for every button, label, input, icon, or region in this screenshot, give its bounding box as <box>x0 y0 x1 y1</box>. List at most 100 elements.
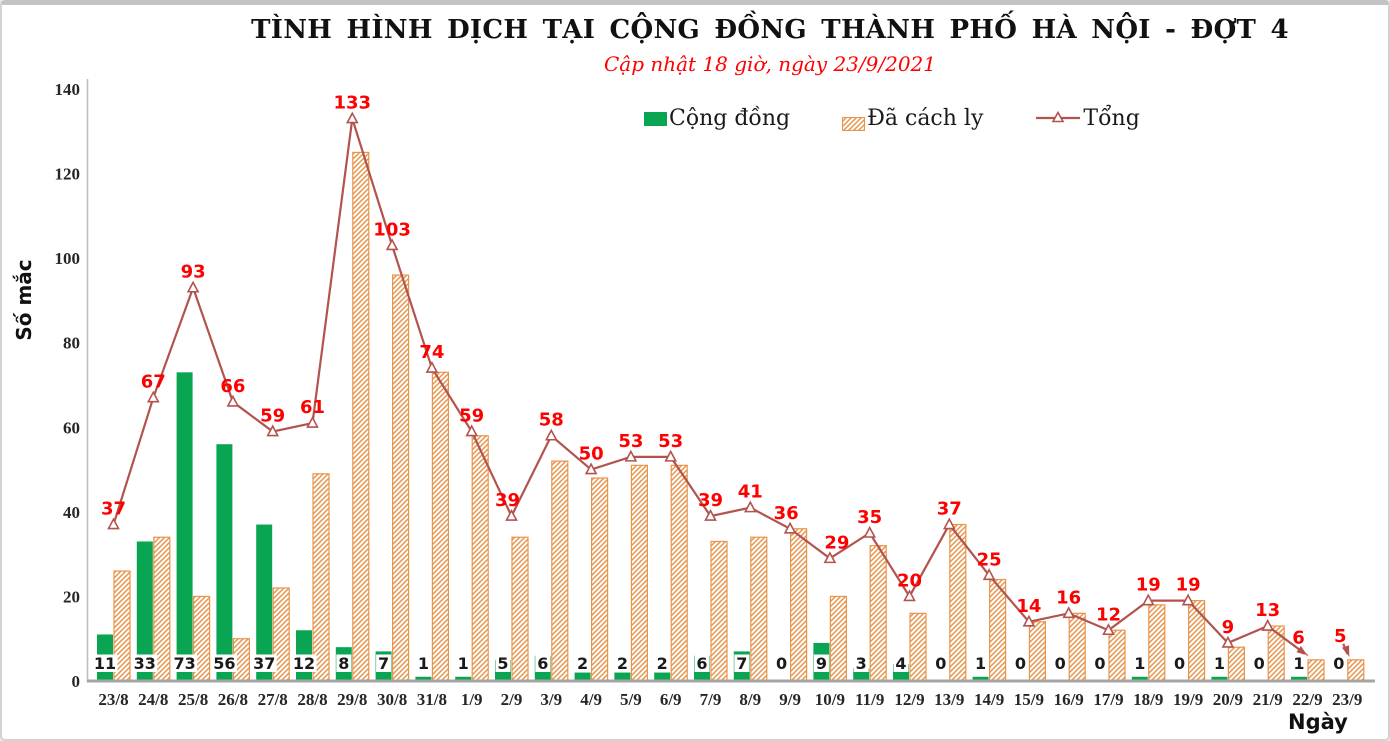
community-label-box <box>415 654 431 672</box>
community-data-label: 1 <box>458 654 469 673</box>
community-data-label: 0 <box>935 654 946 673</box>
bar-quarantined <box>312 473 330 682</box>
community-data-label: 0 <box>1333 654 1344 673</box>
bar-community <box>972 676 989 681</box>
y-tick-label: 60 <box>63 418 80 437</box>
bar-quarantined <box>511 536 529 682</box>
triangle-marker-icon <box>903 589 916 602</box>
triangle-marker-icon <box>186 280 200 293</box>
x-tick-label: 14/9 <box>974 690 1004 709</box>
x-tick-label: 1/9 <box>461 690 483 709</box>
triangle-marker-icon <box>1181 593 1195 606</box>
bar-quarantined <box>431 371 449 682</box>
bar-quarantined <box>949 523 967 682</box>
community-label-box <box>853 654 869 672</box>
community-data-label: 7 <box>736 654 747 673</box>
total-data-label: 39 <box>698 490 723 511</box>
community-data-label: 0 <box>1094 654 1105 673</box>
bar-quarantined <box>1307 659 1325 682</box>
total-data-label: 39 <box>495 490 520 511</box>
bar-quarantined <box>590 477 609 682</box>
triangle-marker-icon <box>146 390 160 403</box>
x-tick-label: 26/8 <box>218 690 248 709</box>
total-data-label: 59 <box>459 406 484 427</box>
bar-quarantined <box>829 595 848 682</box>
community-label-box <box>1331 654 1347 672</box>
x-tick-label: 2/9 <box>501 690 523 709</box>
total-data-label: 14 <box>1016 596 1041 617</box>
triangle-marker-icon <box>544 428 558 441</box>
community-label-box <box>1211 654 1227 672</box>
total-data-label: 37 <box>101 499 126 520</box>
triangle-marker-icon <box>306 415 319 428</box>
triangle-marker-icon <box>345 111 359 124</box>
community-data-label: 0 <box>1254 654 1265 673</box>
triangle-marker-icon <box>385 238 399 251</box>
bar-quarantined <box>1068 612 1086 682</box>
total-data-label: 29 <box>824 532 849 553</box>
triangle-marker-icon <box>107 517 120 530</box>
legend: Cộng đồng Đã cách ly Tổng <box>644 106 1140 131</box>
community-data-label: 1 <box>1134 654 1145 673</box>
legend-item-community: Cộng đồng <box>644 106 790 131</box>
community-label-box <box>251 654 277 672</box>
total-data-label: 19 <box>1136 575 1161 596</box>
total-data-label: 35 <box>857 507 882 528</box>
community-swatch-icon <box>644 111 667 126</box>
community-data-label: 0 <box>776 654 787 673</box>
bar-community <box>256 524 273 681</box>
triangle-marker-icon <box>425 360 439 373</box>
community-label-box <box>172 654 198 672</box>
bar-quarantined <box>471 435 489 682</box>
bar-quarantined <box>630 464 649 682</box>
total-data-label: 66 <box>220 376 245 397</box>
x-tick-label: 15/9 <box>1014 690 1044 709</box>
x-tick-label: 23/9 <box>1332 690 1362 709</box>
total-data-label: 93 <box>181 262 206 283</box>
quarantined-swatch-icon <box>842 112 866 131</box>
total-data-label: 25 <box>977 549 1002 570</box>
community-data-label: 0 <box>1174 654 1185 673</box>
bar-community <box>1131 676 1148 681</box>
bar-quarantined <box>1108 629 1126 682</box>
bar-quarantined <box>352 151 370 682</box>
bar-community <box>455 676 472 681</box>
x-tick-label: 6/9 <box>660 690 682 709</box>
triangle-marker-icon <box>863 525 877 538</box>
triangle-marker-icon <box>982 568 996 581</box>
triangle-marker-icon <box>1102 623 1115 636</box>
y-tick-label: 20 <box>63 587 80 606</box>
community-label-box <box>1012 654 1028 672</box>
x-tick-label: 13/9 <box>934 690 964 709</box>
community-label-box <box>291 654 317 672</box>
triangle-marker-icon <box>1221 635 1235 648</box>
total-data-label: 59 <box>260 406 285 427</box>
total-data-label: 16 <box>1056 587 1081 608</box>
community-label-box <box>376 654 392 672</box>
bar-quarantined <box>1347 659 1365 682</box>
bar-community <box>415 676 432 681</box>
total-data-label: 61 <box>300 397 325 418</box>
x-tick-label: 10/9 <box>815 690 845 709</box>
community-label-box <box>973 654 989 672</box>
community-data-label: 1 <box>1293 654 1304 673</box>
triangle-marker-icon <box>505 508 518 521</box>
community-data-label: 73 <box>173 654 195 673</box>
y-tick-label: 40 <box>63 503 80 522</box>
community-data-label: 11 <box>94 654 116 673</box>
bar-quarantined <box>710 540 728 682</box>
total-data-label: 53 <box>618 431 643 452</box>
bar-quarantined <box>1148 604 1166 682</box>
total-data-label: 6 <box>1292 628 1305 649</box>
community-data-label: 0 <box>1055 654 1066 673</box>
bar-quarantined <box>1187 600 1206 682</box>
community-label-box <box>1251 654 1267 672</box>
y-tick-label: 80 <box>63 334 80 353</box>
total-data-label: 9 <box>1222 617 1235 638</box>
bar-community <box>614 672 631 681</box>
bar-quarantined <box>1267 625 1285 682</box>
community-label-box <box>1172 654 1188 672</box>
total-data-label: 53 <box>658 431 683 452</box>
legend-item-quarantined: Đã cách ly <box>842 106 983 131</box>
x-tick-label: 16/9 <box>1054 690 1084 709</box>
